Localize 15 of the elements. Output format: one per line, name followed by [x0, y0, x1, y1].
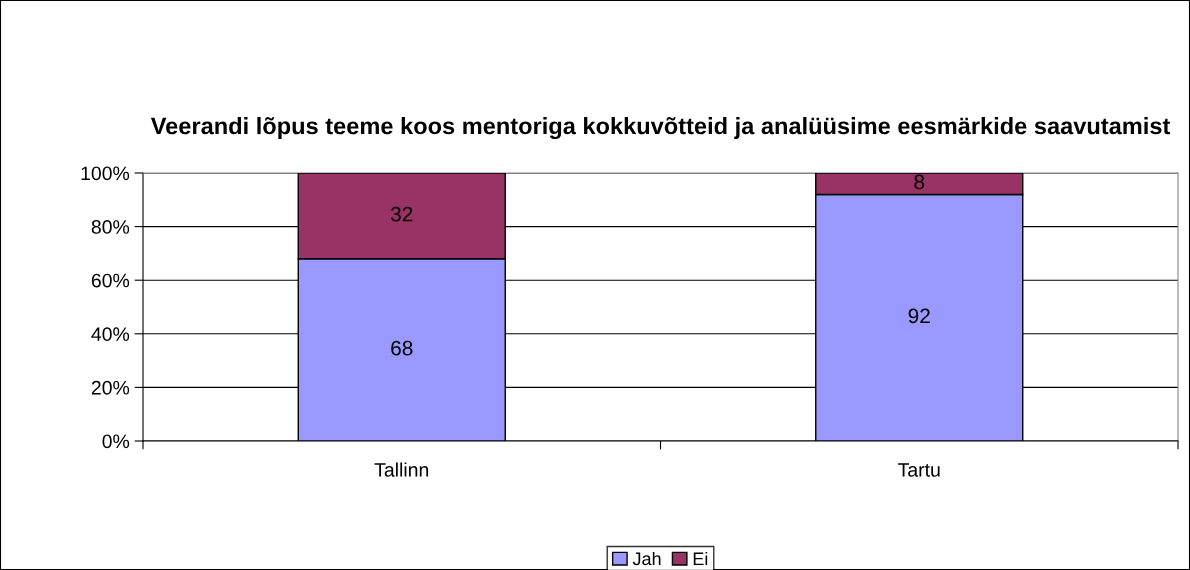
y-tick-label: 40% [91, 327, 130, 342]
y-tick-label: 80% [91, 220, 130, 234]
y-tick-label: 100% [81, 166, 130, 181]
legend-label: Jah [632, 551, 661, 566]
x-tick-label: Tartu [898, 463, 940, 477]
data-label: 32 [390, 206, 413, 222]
data-label: 8 [914, 174, 925, 190]
legend-label: Ei [693, 551, 708, 566]
data-label: 68 [391, 340, 413, 356]
chart-title: Veerandi lõpus teeme koos mentoriga kokkuvõtteid ja analüüsime eesmärkide saavutamist [150, 117, 1171, 140]
y-tick-label: 20% [91, 380, 130, 395]
x-tick-label: Tallinn [374, 462, 429, 477]
y-tick-label: 0% [102, 434, 130, 449]
y-tick-label: 60% [91, 273, 130, 288]
data-label: 92 [908, 308, 930, 324]
